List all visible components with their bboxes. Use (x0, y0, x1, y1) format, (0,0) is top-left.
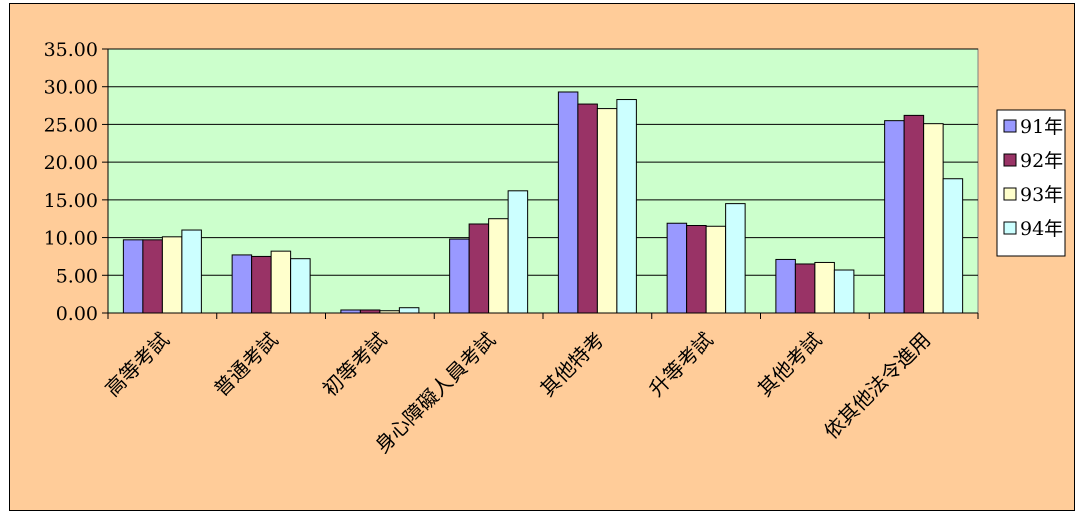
bar (290, 258, 311, 314)
bar (923, 123, 944, 314)
bar (398, 307, 420, 314)
legend-swatch (1003, 153, 1017, 167)
legend-label: 94年 (1020, 218, 1063, 240)
bar (833, 269, 855, 314)
axes (102, 48, 979, 319)
y-tick-label: 30.00 (44, 77, 98, 99)
bar (488, 218, 509, 314)
bar (725, 203, 746, 314)
legend-label: 92年 (1020, 150, 1063, 172)
bar (507, 190, 529, 314)
legend-swatch (1003, 119, 1017, 133)
bar (231, 254, 253, 314)
bar (161, 236, 183, 314)
legend: 91年 92年 93年 94年 (996, 109, 1066, 257)
category-label: 升等考試 (644, 328, 718, 402)
legend-swatch (1003, 221, 1017, 235)
legend-swatch (1003, 187, 1017, 201)
category-label: 身心障礙人員考試 (370, 328, 500, 458)
bar (942, 178, 964, 314)
bar (814, 261, 835, 314)
bar (616, 99, 637, 314)
y-tick-label: 10.00 (44, 228, 98, 250)
category-label: 普通考試 (209, 328, 283, 402)
category-label: 高等考試 (100, 328, 174, 402)
bar (142, 239, 163, 314)
bar (577, 103, 598, 314)
bar (705, 225, 727, 314)
bar (122, 239, 144, 314)
legend-box (996, 109, 1066, 257)
bar (794, 263, 816, 314)
y-tick-label: 25.00 (44, 114, 98, 136)
y-tick-label: 5.00 (56, 265, 98, 287)
bar (181, 229, 202, 314)
y-tick-label: 15.00 (44, 190, 98, 212)
category-label: 依其他法令進用 (819, 328, 935, 444)
bar (449, 238, 470, 314)
y-tick-label: 0.00 (56, 303, 98, 325)
gridlines (108, 48, 978, 276)
bar (270, 250, 292, 314)
bar (251, 255, 272, 314)
bar (666, 222, 688, 314)
legend-label: 91年 (1020, 116, 1063, 138)
bar (903, 114, 925, 314)
category-label: 其他特考 (535, 328, 609, 402)
legend-label: 93年 (1020, 184, 1063, 206)
y-tick-label: 20.00 (44, 152, 98, 174)
y-tick-label: 35.00 (44, 39, 98, 61)
y-tick-labels: 0.00 5.00 10.00 15.00 20.00 25.00 30.00 35.00 (44, 39, 98, 325)
bar (557, 91, 579, 314)
bar (884, 120, 905, 314)
bar (468, 223, 490, 314)
category-label: 其他考試 (753, 328, 827, 402)
bar (596, 108, 618, 314)
bar (775, 258, 796, 314)
category-label: 初等考試 (318, 328, 392, 402)
bar (686, 225, 707, 314)
